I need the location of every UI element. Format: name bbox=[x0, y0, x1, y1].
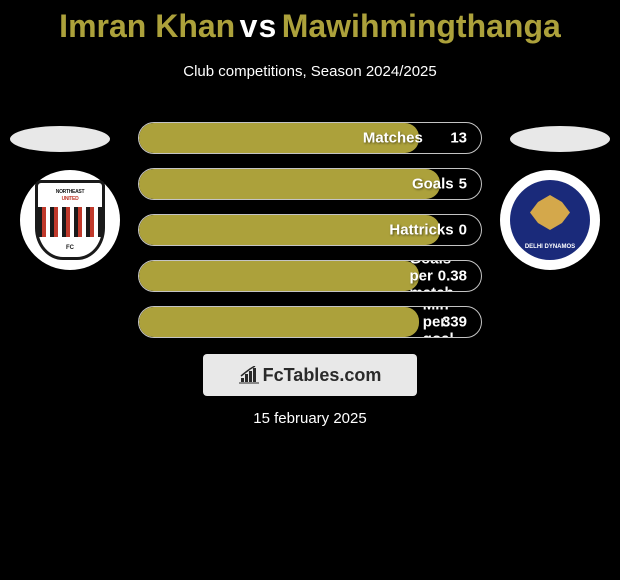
stat-label: Matches bbox=[363, 130, 423, 147]
stat-value: 5 bbox=[459, 176, 467, 193]
stat-fill bbox=[139, 169, 440, 199]
player1-name: Imran Khan bbox=[59, 8, 235, 44]
player2-name: Mawihmingthanga bbox=[282, 8, 561, 44]
club-badge-right bbox=[500, 170, 600, 270]
club-badge-left: FC bbox=[20, 170, 120, 270]
ellipse-left bbox=[10, 126, 110, 152]
stat-fill bbox=[139, 261, 419, 291]
stat-label: Goals bbox=[412, 176, 454, 193]
stat-value: 339 bbox=[442, 314, 467, 331]
stat-value: 0 bbox=[459, 222, 467, 239]
northeast-united-shield-icon: FC bbox=[35, 180, 105, 260]
footer-logo-text: FcTables.com bbox=[263, 365, 382, 386]
delhi-dynamos-shield-icon bbox=[510, 180, 590, 260]
stat-label: Hattricks bbox=[389, 222, 453, 239]
stat-row-goals: Goals 5 bbox=[138, 168, 482, 200]
stats-container: Matches 13 Goals 5 Hattricks 0 Goals per… bbox=[138, 122, 482, 352]
stat-value: 0.38 bbox=[438, 268, 467, 285]
stat-value: 13 bbox=[450, 130, 467, 147]
subtitle: Club competitions, Season 2024/2025 bbox=[0, 63, 620, 80]
stat-row-matches: Matches 13 bbox=[138, 122, 482, 154]
fctables-chart-icon bbox=[239, 366, 259, 384]
vs-text: vs bbox=[240, 8, 278, 44]
comparison-title: Imran Khan vs Mawihmingthanga bbox=[0, 0, 620, 45]
stat-fill bbox=[139, 307, 419, 337]
footer-logo-box: FcTables.com bbox=[203, 354, 417, 396]
ellipse-right bbox=[510, 126, 610, 152]
stat-row-min-per-goal: Min per goal 339 bbox=[138, 306, 482, 338]
date-text: 15 february 2025 bbox=[253, 410, 366, 427]
stat-row-goals-per-match: Goals per match 0.38 bbox=[138, 260, 482, 292]
stat-row-hattricks: Hattricks 0 bbox=[138, 214, 482, 246]
